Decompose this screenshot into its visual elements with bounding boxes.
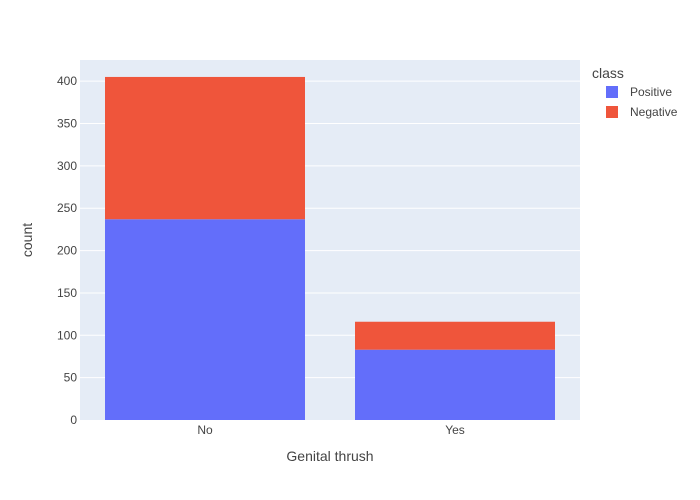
bar-negative-yes[interactable] (355, 321, 555, 350)
y-tick-label: 300 (57, 159, 77, 173)
legend-swatch-negative[interactable] (606, 106, 618, 118)
x-axis-ticks: No Yes (197, 423, 464, 437)
y-tick-label: 50 (64, 371, 78, 385)
legend-label-negative[interactable]: Negative (630, 105, 678, 119)
x-tick-label: No (197, 423, 213, 437)
y-tick-label: 200 (57, 244, 77, 258)
y-tick-label: 100 (57, 328, 77, 342)
bar-negative-no[interactable] (105, 76, 305, 220)
legend-title: class (592, 65, 624, 81)
x-axis-title: Genital thrush (286, 448, 373, 464)
y-axis-title: count (19, 223, 35, 257)
y-tick-label: 250 (57, 201, 77, 215)
legend: class Positive Negative (592, 65, 678, 119)
legend-swatch-positive[interactable] (606, 86, 618, 98)
bar-positive-yes[interactable] (355, 349, 555, 420)
y-axis-ticks: 0 50 100 150 200 250 300 350 400 (57, 74, 77, 427)
legend-label-positive[interactable]: Positive (630, 85, 672, 99)
y-tick-label: 0 (70, 413, 77, 427)
y-tick-label: 350 (57, 117, 77, 131)
y-tick-label: 400 (57, 74, 77, 88)
x-tick-label: Yes (445, 423, 465, 437)
y-tick-label: 150 (57, 286, 77, 300)
bar-positive-no[interactable] (105, 219, 305, 420)
bars (105, 76, 555, 420)
